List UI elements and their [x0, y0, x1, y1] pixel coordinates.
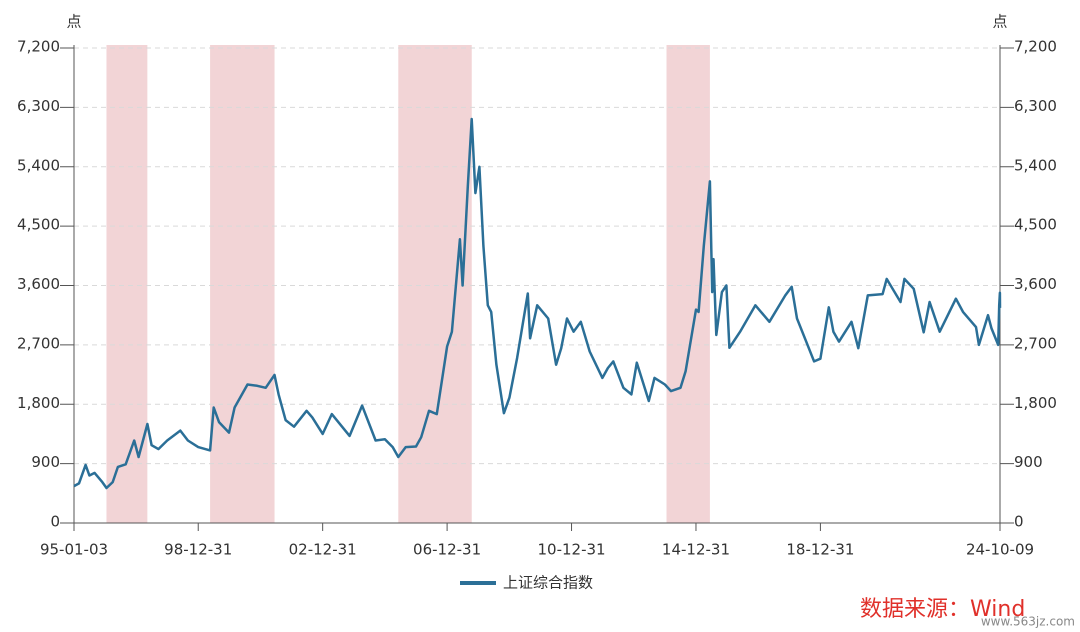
y-tick-label: 5,400 — [17, 156, 60, 174]
y2-unit: 点 — [992, 13, 1007, 31]
y-tick-label: 0 — [50, 513, 60, 531]
y2-tick-label: 900 — [1014, 453, 1043, 471]
shaded-region — [210, 45, 275, 523]
x-tick-label: 24-10-09 — [966, 541, 1034, 559]
y2-tick-label: 4,500 — [1014, 216, 1057, 234]
y2-tick-label: 6,300 — [1014, 97, 1057, 115]
y2-tick-label: 0 — [1014, 513, 1024, 531]
x-tick-label: 10-12-31 — [537, 541, 605, 559]
y2-tick-label: 7,200 — [1014, 38, 1057, 56]
y-unit: 点 — [66, 13, 81, 31]
source: 数据来源：Wind — [860, 597, 1025, 622]
y-tick-label: 7,200 — [17, 38, 60, 56]
y-tick-label: 1,800 — [17, 394, 60, 412]
y2-tick-label: 2,700 — [1014, 334, 1057, 352]
y-tick-label: 4,500 — [17, 216, 60, 234]
watermark: www.563jz.com — [981, 615, 1075, 629]
y2-tick-label: 1,800 — [1014, 394, 1057, 412]
x-tick-label: 98-12-31 — [164, 541, 232, 559]
legend-label: 上证综合指数 — [503, 574, 593, 592]
line — [73, 117, 1002, 490]
y-tick-label: 900 — [31, 453, 60, 471]
y2-tick-label: 3,600 — [1014, 275, 1057, 293]
y-tick-label: 2,700 — [17, 334, 60, 352]
shaded-region — [398, 45, 472, 523]
shaded-region — [106, 45, 148, 523]
y-tick-label: 3,600 — [17, 275, 60, 293]
y-tick-label: 6,300 — [17, 97, 60, 115]
x-tick-label: 06-12-31 — [413, 541, 481, 559]
x-tick-label: 02-12-31 — [289, 541, 357, 559]
shaded-region — [666, 45, 710, 523]
x-tick-label: 95-01-03 — [40, 541, 108, 559]
y2-tick-label: 5,400 — [1014, 156, 1057, 174]
x-tick-label: 18-12-31 — [786, 541, 854, 559]
x-tick-label: 14-12-31 — [662, 541, 730, 559]
